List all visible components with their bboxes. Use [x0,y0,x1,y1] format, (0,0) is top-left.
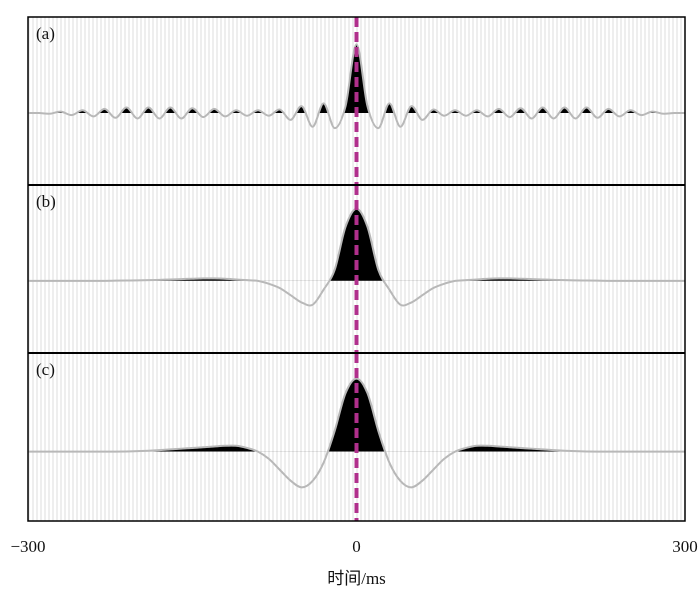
x-tick-label: 0 [352,537,361,556]
trace-fill [93,208,620,281]
plot-frame [27,16,686,522]
x-tick-label: 300 [672,537,698,556]
x-axis-label: 时间/ms [327,569,386,588]
panel-label: (b) [36,192,56,211]
x-tick-label: −300 [10,537,45,556]
trace-line [27,43,686,130]
panel-label: (a) [36,24,55,43]
panels: (a) (b) (c) −300 0 300 时间/ms [10,17,698,588]
trace-line [28,377,685,489]
panel-label: (c) [36,360,55,379]
